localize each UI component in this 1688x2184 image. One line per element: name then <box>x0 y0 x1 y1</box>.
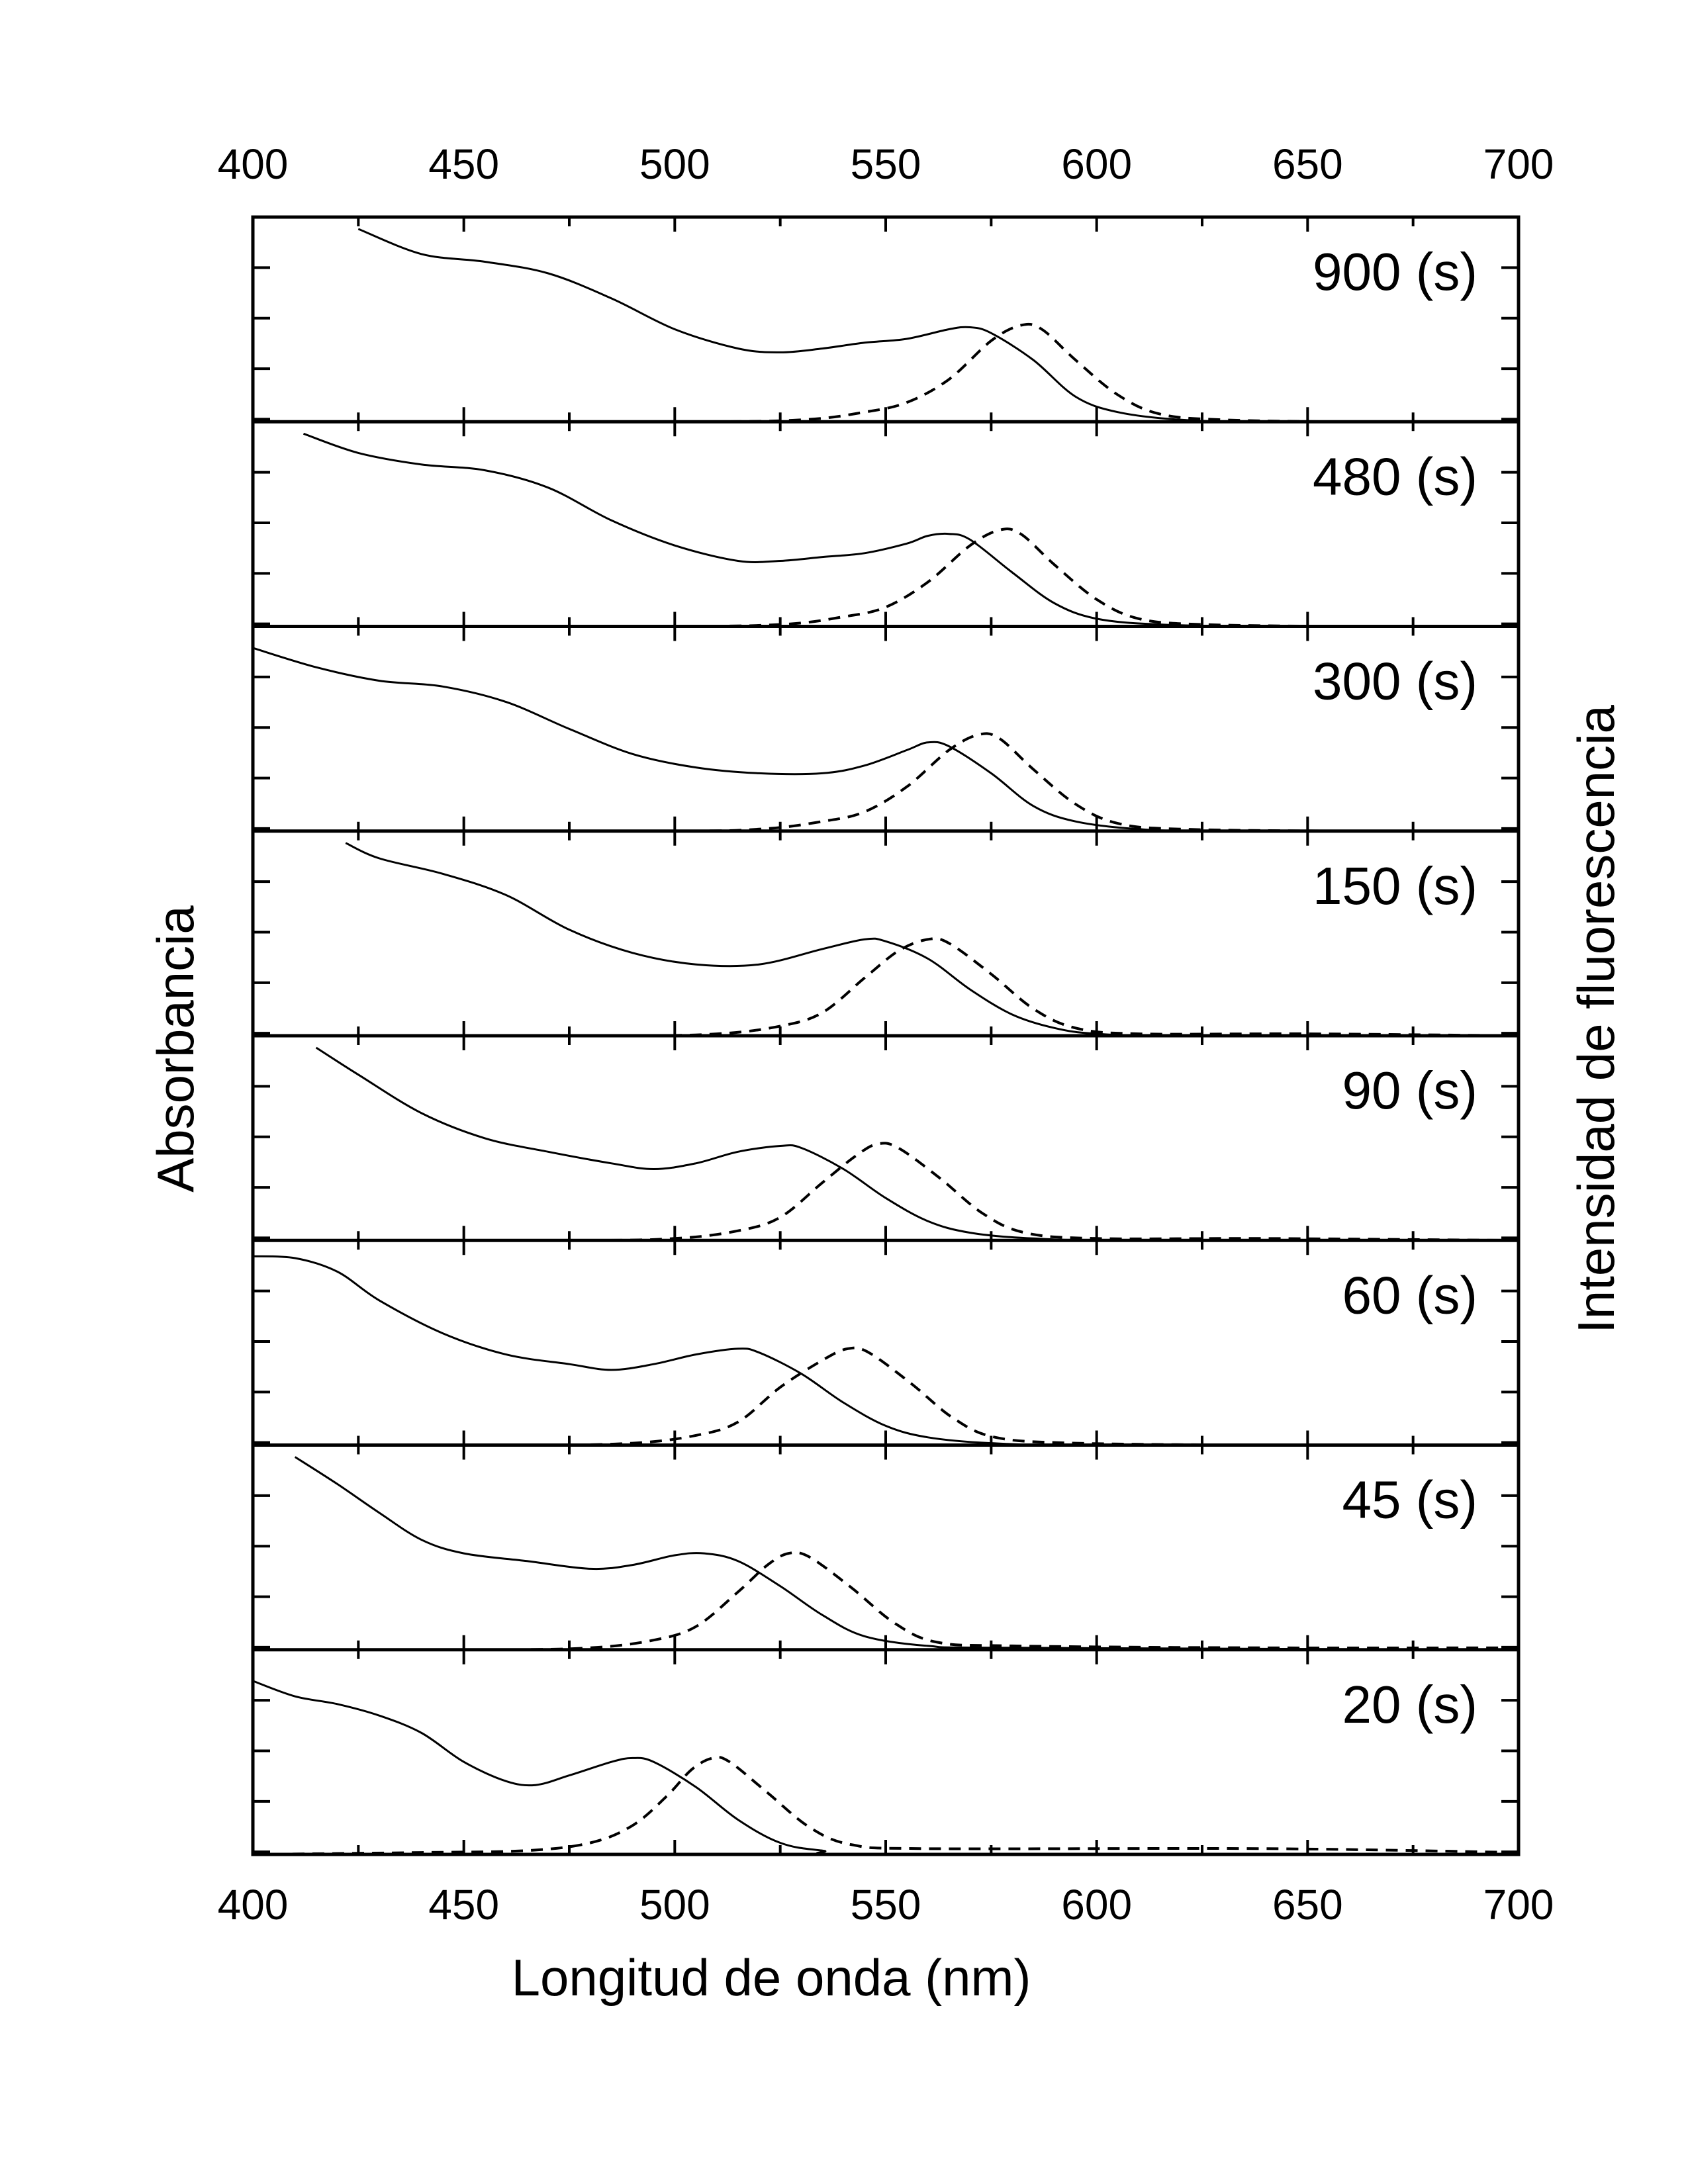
panel-label: 480 (s) <box>1313 447 1477 506</box>
panel-7: 45 (s) <box>252 1443 1519 1651</box>
absorbance-curve <box>315 1046 1519 1242</box>
panel-label: 150 (s) <box>1313 856 1477 915</box>
x-tick-label-top: 450 <box>428 140 499 188</box>
panel-label: 90 (s) <box>1342 1061 1478 1120</box>
panel-1: 900 (s) <box>252 228 1519 424</box>
x-tick-label-top: 500 <box>639 140 710 188</box>
x-tick-label-top: 700 <box>1483 140 1554 188</box>
y-axis-title-right: Intensidad de fluorescencia <box>1567 705 1625 1334</box>
panel-8: 20 (s) <box>252 1648 1519 1856</box>
absorbance-curve <box>303 432 1519 628</box>
panel-4: 150 (s) <box>252 829 1519 1038</box>
absorbance-curve <box>252 1680 1519 1856</box>
x-tick-label-bottom: 700 <box>1483 1881 1554 1929</box>
axis-labels: 400 400 450 450 500 500 550 550 600 600 650 650 700 7… <box>218 140 1554 1929</box>
x-axis-title: Longitud de onda (nm) <box>512 1948 1031 2007</box>
panel-label: 300 (s) <box>1313 652 1477 711</box>
x-tick-label-bottom: 650 <box>1272 1881 1343 1929</box>
x-tick-label-bottom: 450 <box>428 1881 499 1929</box>
panel-label: 60 (s) <box>1342 1265 1478 1324</box>
panel-label: 20 (s) <box>1342 1675 1478 1734</box>
x-tick-label-bottom: 400 <box>218 1881 289 1929</box>
absorbance-curve <box>294 1456 1519 1651</box>
y-axis-title-left: Absorbancia <box>146 905 205 1193</box>
x-tick-label-bottom: 500 <box>639 1881 710 1929</box>
panel-5: 90 (s) <box>252 1034 1519 1242</box>
panel-label: 900 (s) <box>1313 242 1477 301</box>
x-tick-label-top: 400 <box>218 140 289 188</box>
panel-6: 60 (s) <box>252 1238 1519 1447</box>
absorbance-curve <box>357 228 1519 423</box>
panel-2: 480 (s) <box>252 420 1519 628</box>
absorbance-curve <box>252 1255 1519 1447</box>
absorbance-curve <box>252 647 1519 833</box>
x-tick-label-top: 650 <box>1272 140 1343 188</box>
x-tick-label-top: 600 <box>1061 140 1132 188</box>
axis-ticks <box>253 217 1519 1854</box>
fluorescence-curve <box>252 732 1519 833</box>
panel-label: 45 (s) <box>1342 1471 1478 1529</box>
fluorescence-curve <box>252 1756 1519 1856</box>
x-tick-label-bottom: 550 <box>851 1881 921 1929</box>
x-tick-label-bottom: 600 <box>1061 1881 1132 1929</box>
x-tick-label-top: 550 <box>851 140 921 188</box>
panel-3: 300 (s) <box>252 625 1519 833</box>
